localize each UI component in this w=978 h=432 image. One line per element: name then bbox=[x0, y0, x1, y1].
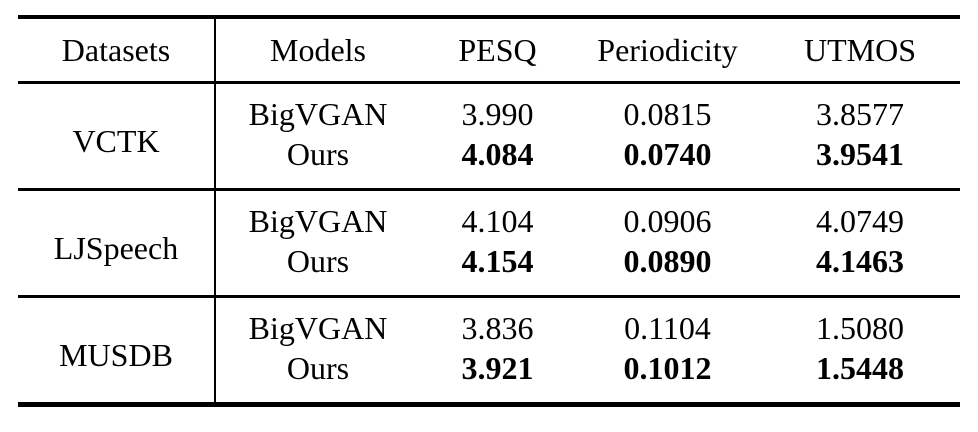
metric-value-utmos: 3.8577 bbox=[816, 95, 904, 132]
dataset-name: MUSDB bbox=[18, 295, 216, 405]
metric-value-pesq: 3.921 bbox=[461, 349, 534, 386]
table-row: VCTK BigVGAN 3.990 0.0815 3.8577 bbox=[18, 82, 960, 190]
model-name: BigVGAN bbox=[215, 295, 420, 348]
section-musdb: MUSDB BigVGAN 3.836 0.1104 1.5080 Ours 3… bbox=[18, 295, 960, 405]
table-row: Ours 4.154 0.0890 4.1463 bbox=[18, 241, 960, 297]
section-ljspeech: LJSpeech BigVGAN 4.104 0.0906 4.0749 Our… bbox=[18, 188, 960, 297]
header-row: Datasets Models PESQ Periodicity UTMOS bbox=[18, 17, 960, 84]
header-utmos: UTMOS bbox=[760, 17, 960, 84]
model-name: BigVGAN bbox=[248, 95, 388, 132]
metric-value-periodicity: 0.0740 bbox=[623, 135, 712, 172]
table-row: Ours 4.084 0.0740 3.9541 bbox=[18, 134, 960, 190]
results-table: Datasets Models PESQ Periodicity UTMOS V… bbox=[18, 15, 960, 407]
header-pesq: PESQ bbox=[420, 17, 575, 84]
section-vctk: VCTK BigVGAN 3.990 0.0815 3.8577 Ours 4.… bbox=[18, 82, 960, 190]
metric-value-pesq: 4.104 bbox=[420, 188, 575, 241]
model-name: BigVGAN bbox=[215, 188, 420, 241]
table-row: Ours 3.921 0.1012 1.5448 bbox=[18, 348, 960, 405]
metric-value-utmos: 4.0749 bbox=[760, 188, 960, 241]
metric-value-utmos: 3.9541 bbox=[816, 135, 904, 172]
metric-value-periodicity: 0.0906 bbox=[575, 188, 760, 241]
metric-value-periodicity: 0.1104 bbox=[575, 295, 760, 348]
model-name: Ours bbox=[286, 242, 350, 279]
table-row: LJSpeech BigVGAN 4.104 0.0906 4.0749 bbox=[18, 188, 960, 297]
metric-value-utmos: 4.1463 bbox=[816, 242, 904, 279]
dataset-name: LJSpeech bbox=[18, 188, 216, 297]
table-header: Datasets Models PESQ Periodicity UTMOS bbox=[18, 17, 960, 84]
model-name: Ours bbox=[286, 349, 350, 386]
metric-value-utmos: 1.5448 bbox=[816, 349, 904, 386]
header-models: Models bbox=[215, 17, 420, 84]
metric-value-periodicity: 0.0890 bbox=[623, 242, 712, 279]
metric-value-pesq: 4.084 bbox=[461, 135, 534, 172]
metric-value-utmos: 1.5080 bbox=[760, 295, 960, 348]
dataset-name: VCTK bbox=[18, 82, 216, 190]
header-datasets: Datasets bbox=[18, 17, 216, 84]
header-periodicity: Periodicity bbox=[575, 17, 760, 84]
metric-value-periodicity: 0.1012 bbox=[623, 349, 712, 386]
metric-value-pesq: 3.836 bbox=[420, 295, 575, 348]
model-name: Ours bbox=[286, 135, 350, 172]
metric-value-pesq: 3.990 bbox=[461, 95, 534, 132]
metric-value-pesq: 4.154 bbox=[461, 242, 534, 279]
table-row: MUSDB BigVGAN 3.836 0.1104 1.5080 bbox=[18, 295, 960, 405]
metric-value-periodicity: 0.0815 bbox=[623, 95, 712, 132]
